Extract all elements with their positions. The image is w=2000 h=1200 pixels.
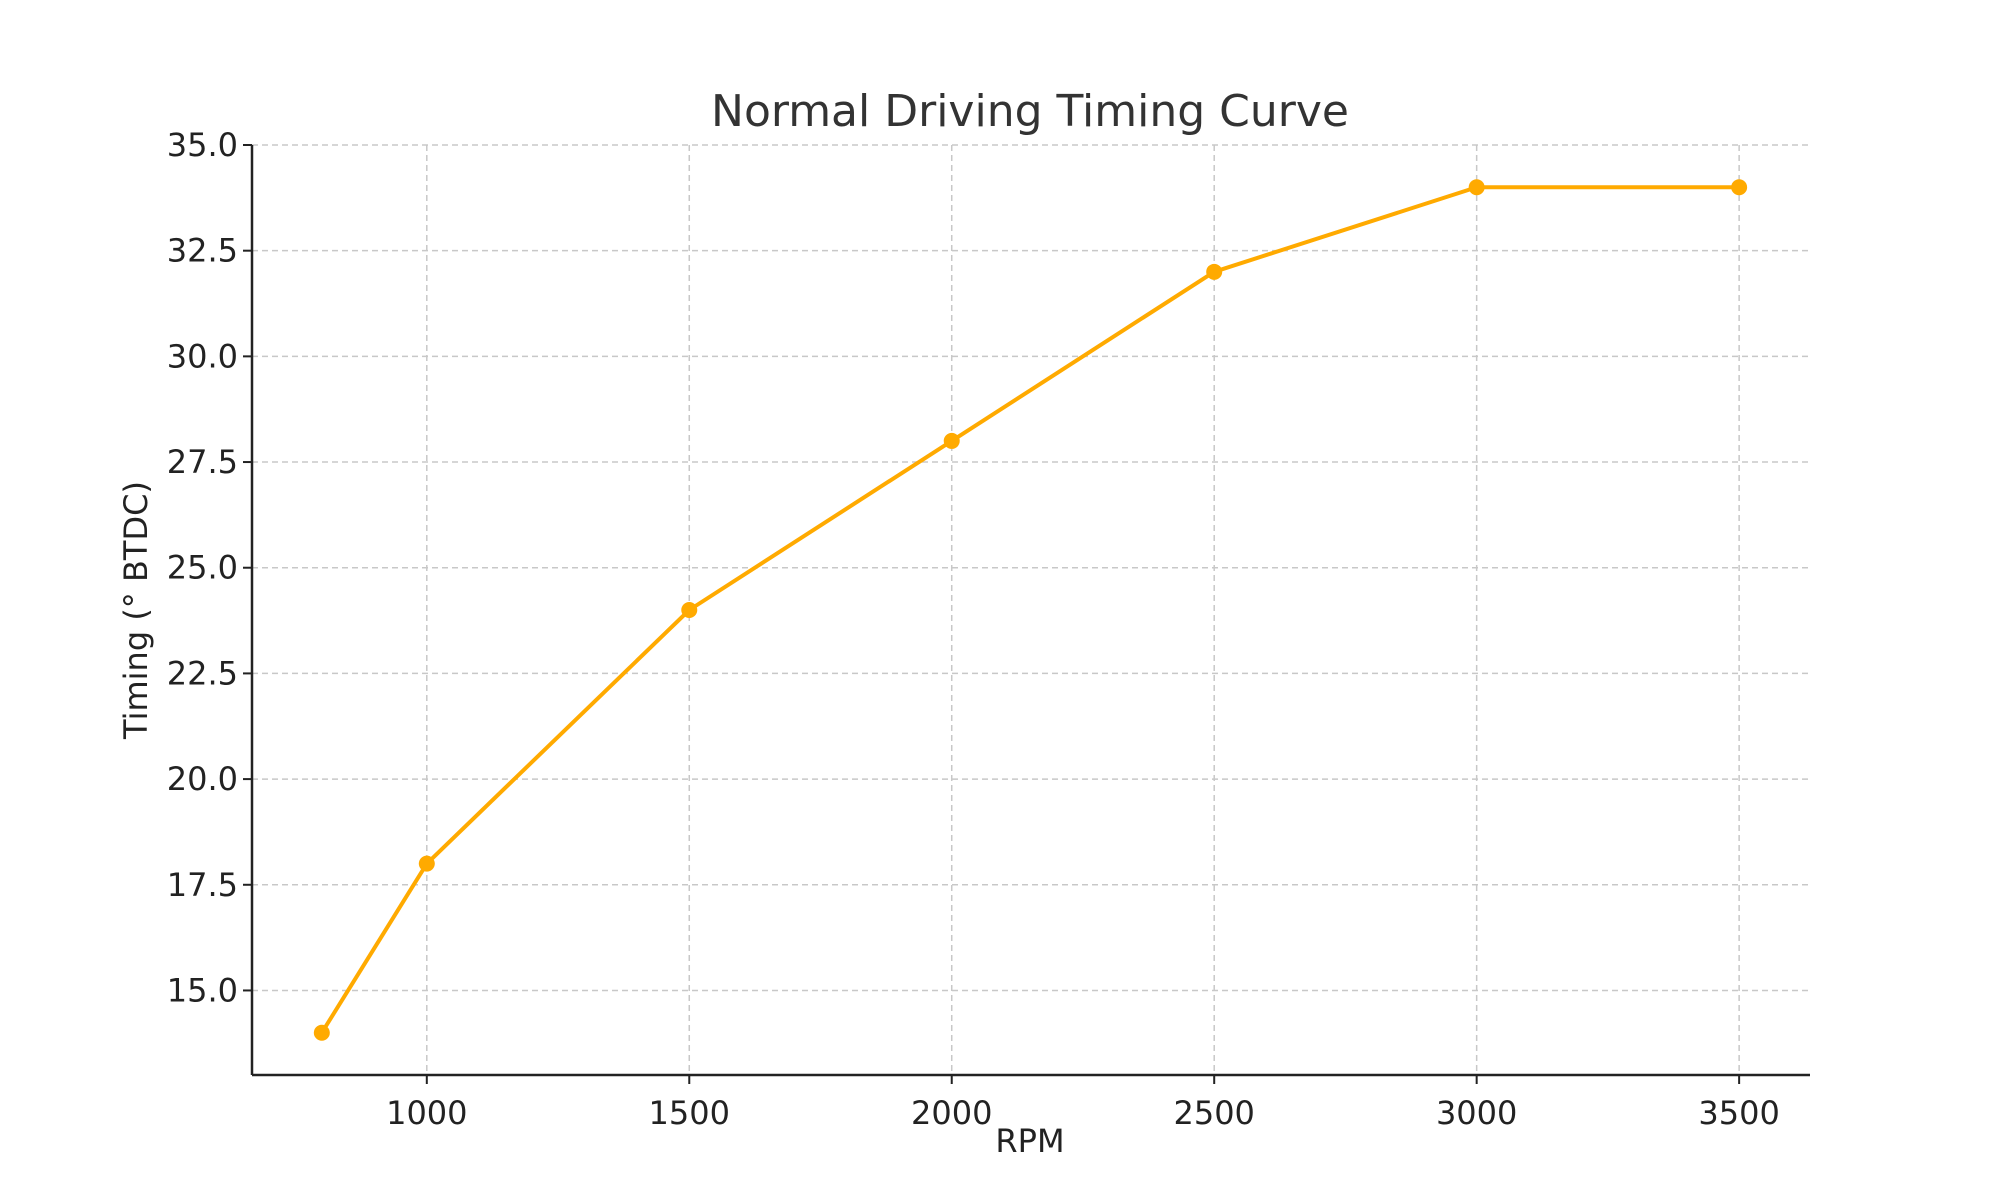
data-point-2500: [1206, 263, 1223, 280]
y-tick-label: 20.0: [167, 760, 238, 798]
x-tick-label: 1000: [386, 1094, 467, 1132]
axes-layer: [250, 145, 1810, 1077]
data-point-1000: [418, 855, 435, 872]
y-axis-label: Timing (° BTDC): [117, 481, 155, 740]
y-tick-label: 35.0: [167, 126, 238, 164]
grid-layer: [252, 144, 1810, 1075]
x-axis-label: RPM: [995, 1122, 1064, 1160]
data-point-2000: [943, 432, 960, 449]
y-tick-label: 17.5: [167, 866, 238, 904]
x-tick-label: 3500: [1698, 1094, 1779, 1132]
x-tick-label: 1500: [649, 1094, 730, 1132]
chart-title: Normal Driving Timing Curve: [711, 86, 1349, 137]
y-tick-label: 27.5: [167, 443, 238, 481]
data-point-1500: [681, 602, 698, 618]
series-line: [319, 185, 1742, 1035]
x-tick-label: 2500: [1173, 1094, 1254, 1132]
y-tick-label: 32.5: [167, 232, 238, 270]
data-point-3000: [1468, 179, 1485, 196]
y-tick-label: 22.5: [167, 654, 238, 692]
y-tick-label: 30.0: [167, 337, 238, 375]
y-tick-label: 25.0: [167, 549, 238, 587]
x-tick-label: 2000: [911, 1094, 992, 1132]
series-layer: [313, 179, 1748, 1041]
y-tick-label: 15.0: [167, 971, 238, 1009]
ticks-layer: 1000 1500 2000 2500 3000 3500 15.0 17.5 20.0 22.5…: [167, 126, 1780, 1132]
x-tick-label: 3000: [1436, 1094, 1517, 1132]
data-point-3500: [1731, 179, 1748, 196]
data-point-800: [313, 1024, 330, 1041]
